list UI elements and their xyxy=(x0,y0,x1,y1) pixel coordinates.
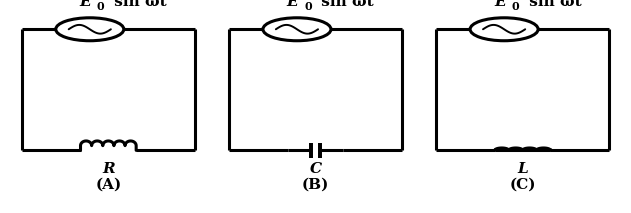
Text: 0: 0 xyxy=(511,0,519,12)
Text: E: E xyxy=(80,0,91,9)
Text: L: L xyxy=(517,162,528,176)
Text: E: E xyxy=(494,0,505,9)
Text: 0: 0 xyxy=(97,0,105,12)
Text: (B): (B) xyxy=(302,177,329,191)
Text: (C): (C) xyxy=(509,177,536,191)
Text: R: R xyxy=(102,162,115,176)
Text: E: E xyxy=(286,0,298,9)
Text: 0: 0 xyxy=(304,0,312,12)
Text: sin ωt: sin ωt xyxy=(524,0,581,9)
Text: sin ωt: sin ωt xyxy=(316,0,374,9)
Text: sin ωt: sin ωt xyxy=(109,0,167,9)
Text: (A): (A) xyxy=(95,177,122,191)
Text: C: C xyxy=(309,162,322,176)
